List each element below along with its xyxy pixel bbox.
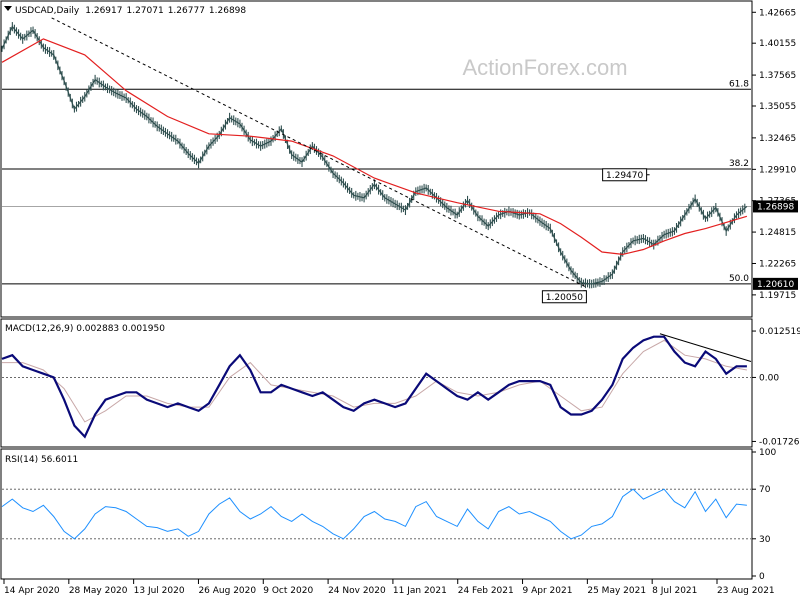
fib-level-label-1: 38.2: [729, 159, 749, 169]
ohlc-high: 1.27071: [126, 6, 163, 16]
macd-label: MACD(12,26,9) 0.002883 0.001950: [5, 324, 165, 334]
rsi-label: RSI(14) 56.6011: [5, 455, 78, 465]
ohlc-low: 1.26777: [168, 6, 205, 16]
annotation-box-1: [541, 290, 587, 304]
x-tick-label-9: 25 May 2021: [587, 586, 646, 596]
price-tick-label-3: 1.35055: [759, 102, 796, 112]
annotation-label-1: 1.20050: [546, 293, 583, 303]
x-tick-label-5: 24 Nov 2020: [328, 586, 386, 596]
last-price-label: 1.26898: [757, 202, 794, 212]
rsi-tick-label-3: 0: [759, 572, 765, 582]
price-tick-label-5: 1.29910: [759, 165, 796, 175]
x-tick-label-11: 23 Aug 2021: [717, 586, 775, 596]
macd-tick-label-1: 0.00: [759, 373, 779, 383]
macd-tick-label-2: -0.017269: [759, 437, 800, 447]
ohlc-close: 1.26898: [209, 6, 246, 16]
rsi-tick-label-2: 30: [759, 535, 771, 545]
fib-level-label-2: 50.0: [729, 274, 749, 284]
price-trendline: [51, 17, 588, 289]
last-price-tag: [753, 200, 798, 213]
x-axis: 14 Apr 2020 28 May 2020 13 Jul 2020 26 Aug …: [3, 579, 775, 596]
ohlc-open: 1.26917: [85, 6, 122, 16]
macd-panel: MACD(12,26,9) 0.002883 0.001950 0.012519…: [0, 318, 800, 448]
macd-axis: 0.012519 0.00 -0.017269: [752, 327, 800, 447]
price-tick-label-9: 1.19715: [759, 291, 796, 301]
x-tick-label-0: 14 Apr 2020: [4, 586, 60, 596]
annotation-label-0: 1.29470: [606, 171, 643, 181]
macd-trendline: [659, 333, 752, 362]
x-tick-label-3: 26 Aug 2020: [198, 586, 256, 596]
rsi-line: [1, 488, 747, 540]
moving-average-line: [1, 38, 748, 256]
level-tag: [753, 277, 798, 290]
price-panel: ActionForex.com 61.8 38.2 50.0 1.29470 1.20…: [0, 0, 798, 318]
macd-line: [1, 335, 747, 439]
rsi-tick-label-0: 100: [759, 448, 776, 458]
price-tick-label-8: 1.22265: [759, 259, 796, 269]
watermark: ActionForex.com: [462, 55, 627, 80]
price-close-line: [1, 25, 748, 285]
rsi-axis: 100 70 30 0: [752, 448, 776, 582]
x-tick-label-8: 9 Apr 2021: [523, 586, 573, 596]
rsi-tick-label-1: 70: [759, 485, 771, 495]
symbol-label: USDCAD: [15, 6, 54, 16]
x-tick-label-10: 8 Jul 2021: [652, 586, 697, 596]
x-tick-label-6: 11 Jan 2021: [393, 586, 447, 596]
price-axis: 1.42665 1.40155 1.37565 1.35055 1.32465 1.299…: [752, 8, 798, 301]
annotation-box-0: [602, 168, 648, 182]
x-tick-label-1: 28 May 2020: [69, 586, 128, 596]
ohlc-header: USDCAD,Daily 1.26917 1.27071 1.26777 1.26898: [15, 6, 246, 16]
x-tick-label-4: 9 Oct 2020: [263, 586, 313, 596]
price-tick-label-1: 1.40155: [759, 39, 796, 49]
macd-tick-label-0: 0.012519: [759, 327, 800, 337]
price-tick-label-7: 1.24815: [759, 228, 796, 238]
price-tick-label-4: 1.32465: [759, 134, 796, 144]
x-tick-label-2: 13 Jul 2020: [134, 586, 185, 596]
level-tag-label: 1.20610: [757, 280, 794, 290]
x-tick-label-7: 24 Feb 2021: [458, 586, 514, 596]
fib-level-label-0: 61.8: [729, 79, 749, 89]
timeframe-label: Daily: [56, 6, 79, 16]
macd-signal-line: [2, 339, 747, 423]
rsi-panel: RSI(14) 56.6011 100 70 30 0: [0, 448, 776, 582]
price-tick-label-2: 1.37565: [759, 71, 796, 81]
price-tick-label-0: 1.42665: [759, 8, 796, 18]
dropdown-arrow-icon[interactable]: [4, 6, 12, 11]
